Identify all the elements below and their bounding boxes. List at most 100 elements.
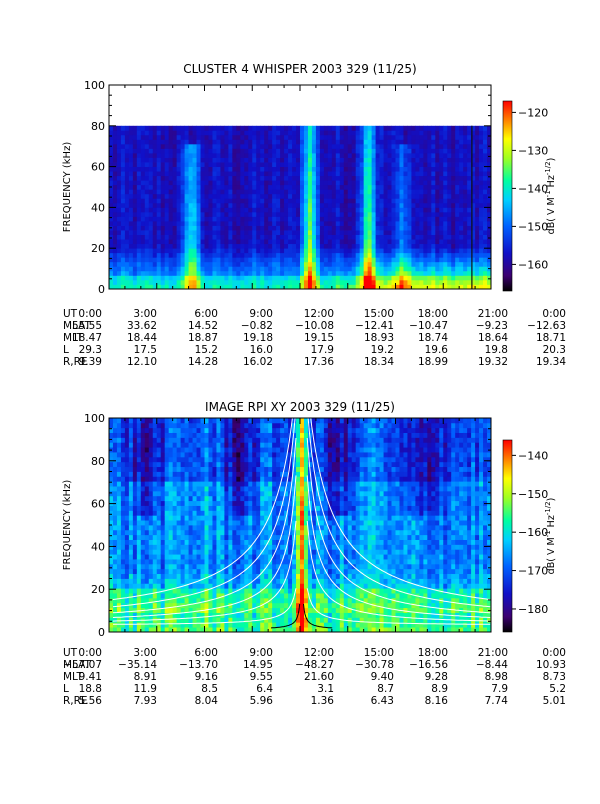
heatmap-cell [161, 476, 165, 481]
heatmap-cell [443, 139, 447, 144]
heatmap-cell [228, 244, 232, 249]
heatmap-cell [479, 212, 483, 217]
heatmap-cell [388, 176, 392, 181]
heatmap-cell [165, 253, 169, 258]
heatmap-cell [399, 158, 403, 163]
heatmap-cell [292, 244, 296, 249]
heatmap-cell [264, 271, 268, 276]
heatmap-cell [368, 221, 372, 226]
heatmap-cell [236, 198, 240, 203]
heatmap-cell [193, 520, 197, 525]
heatmap-cell [129, 275, 133, 280]
heatmap-cell [220, 158, 224, 163]
heatmap-cell [133, 216, 137, 221]
heatmap-cell [260, 189, 264, 194]
heatmap-cell [419, 235, 423, 240]
heatmap-cell [133, 447, 137, 452]
heatmap-cell [212, 603, 216, 608]
heatmap-cell [284, 257, 288, 262]
heatmap-cell [392, 171, 396, 176]
heatmap-cell [459, 226, 463, 231]
heatmap-cell [193, 257, 197, 262]
heatmap-cell [145, 418, 149, 423]
heatmap-cell [137, 506, 141, 511]
heatmap-cell [137, 162, 141, 167]
heatmap-cell [129, 418, 133, 423]
heatmap-cell [109, 207, 113, 212]
heatmap-cell [185, 520, 189, 525]
heatmap-cell [137, 139, 141, 144]
heatmap-cell [340, 185, 344, 190]
heatmap-cell [208, 262, 212, 267]
heatmap-cell [463, 221, 467, 226]
heatmap-cell [284, 226, 288, 231]
heatmap-cell [316, 266, 320, 271]
heatmap-cell [268, 126, 272, 131]
heatmap-cell [208, 221, 212, 226]
heatmap-cell [475, 230, 479, 235]
heatmap-cell [447, 266, 451, 271]
heatmap-cell [228, 221, 232, 226]
heatmap-cell [205, 476, 209, 481]
heatmap-cell [133, 530, 137, 535]
heatmap-cell [296, 176, 300, 181]
heatmap-cell [109, 472, 113, 477]
heatmap-cell [228, 167, 232, 172]
heatmap-cell [153, 583, 157, 588]
heatmap-cell [368, 216, 372, 221]
heatmap-cell [208, 139, 212, 144]
heatmap-cell [141, 442, 145, 447]
heatmap-cell [240, 144, 244, 149]
heatmap-cell [197, 472, 201, 477]
heatmap-cell [407, 239, 411, 244]
heatmap-cell [228, 198, 232, 203]
heatmap-cell [384, 226, 388, 231]
heatmap-cell [133, 139, 137, 144]
heatmap-cell [113, 262, 117, 267]
heatmap-cell [121, 167, 125, 172]
heatmap-cell [463, 253, 467, 258]
heatmap-cell [316, 148, 320, 153]
heatmap-cell [248, 221, 252, 226]
heatmap-cell [384, 248, 388, 253]
spectrogram-image [109, 126, 491, 290]
heatmap-cell [185, 180, 189, 185]
heatmap-cell [137, 515, 141, 520]
heatmap-cell [332, 235, 336, 240]
heatmap-cell [443, 171, 447, 176]
heatmap-cell [276, 262, 280, 267]
heatmap-cell [145, 481, 149, 486]
heatmap-cell [177, 253, 181, 258]
heatmap-cell [332, 244, 336, 249]
heatmap-cell [133, 262, 137, 267]
heatmap-cell [316, 189, 320, 194]
heatmap-cell [224, 203, 228, 208]
heatmap-cell [300, 239, 304, 244]
heatmap-cell [212, 221, 216, 226]
heatmap-cell [483, 139, 487, 144]
heatmap-cell [252, 135, 256, 140]
heatmap-cell [272, 148, 276, 153]
heatmap-cell [149, 457, 153, 462]
heatmap-cell [109, 510, 113, 515]
heatmap-cell [479, 171, 483, 176]
heatmap-cell [352, 253, 356, 258]
heatmap-cell [220, 126, 224, 131]
heatmap-cell [113, 212, 117, 217]
heatmap-cell [419, 212, 423, 217]
heatmap-cell [403, 253, 407, 258]
heatmap-cell [320, 176, 324, 181]
heatmap-cell [193, 158, 197, 163]
heatmap-cell [447, 248, 451, 253]
heatmap-cell [161, 574, 165, 579]
heatmap-cell [340, 271, 344, 276]
heatmap-cell [423, 235, 427, 240]
heatmap-cell [113, 525, 117, 530]
heatmap-cell [205, 554, 209, 559]
heatmap-cell [411, 221, 415, 226]
heatmap-cell [288, 212, 292, 217]
heatmap-cell [129, 535, 133, 540]
heatmap-cell [348, 162, 352, 167]
heatmap-cell [292, 239, 296, 244]
heatmap-cell [396, 239, 400, 244]
